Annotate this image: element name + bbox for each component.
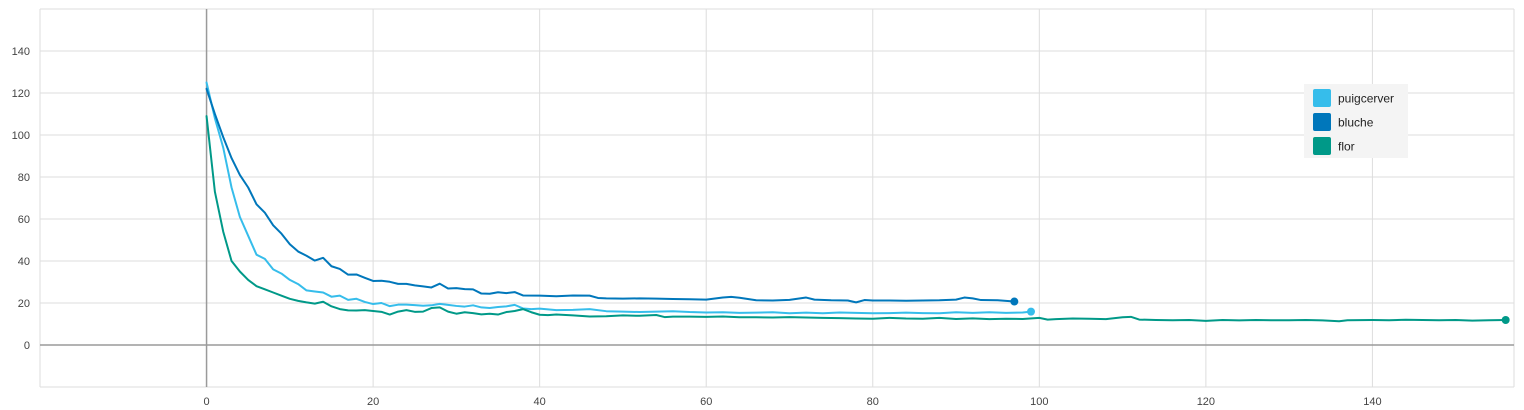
- x-tick-label: 40: [534, 396, 546, 408]
- series-line-flor: [205, 115, 1507, 323]
- legend-swatch-bluche[interactable]: [1313, 113, 1331, 131]
- x-tick-label: 140: [1363, 396, 1381, 408]
- x-tick-label: 120: [1197, 396, 1215, 408]
- y-tick-label: 100: [12, 130, 30, 142]
- y-tick-label: 140: [12, 46, 30, 58]
- series-lines: [205, 81, 1507, 323]
- series-end-point-bluche: [1010, 297, 1019, 306]
- series-line-bluche: [205, 87, 1016, 304]
- tick-labels: 0 20 40 60 80 100 120 140 0 20 40 60 80 100 120 140: [12, 46, 1382, 408]
- y-tick-label: 60: [18, 214, 30, 226]
- legend: puigcerver bluche flor: [1304, 84, 1408, 158]
- series-end-point-puigcerver: [1026, 307, 1035, 316]
- y-tick-label: 20: [18, 298, 30, 310]
- axes: [40, 9, 1514, 387]
- legend-swatch-flor[interactable]: [1313, 137, 1331, 155]
- series-end-markers: [1010, 297, 1510, 325]
- y-tick-label: 120: [12, 88, 30, 100]
- x-tick-label: 60: [700, 396, 712, 408]
- series-end-point-flor: [1501, 316, 1510, 325]
- x-tick-label: 100: [1030, 396, 1048, 408]
- legend-label-bluche[interactable]: bluche: [1338, 116, 1374, 130]
- x-tick-label: 80: [867, 396, 879, 408]
- grid-lines: [39, 8, 1515, 388]
- legend-label-flor[interactable]: flor: [1338, 140, 1355, 154]
- y-tick-label: 0: [24, 340, 30, 352]
- x-tick-label: 0: [203, 396, 209, 408]
- y-tick-label: 80: [18, 172, 30, 184]
- series-line-puigcerver: [205, 81, 1032, 315]
- legend-swatch-puigcerver[interactable]: [1313, 89, 1331, 107]
- y-tick-label: 40: [18, 256, 30, 268]
- x-tick-label: 20: [367, 396, 379, 408]
- legend-label-puigcerver[interactable]: puigcerver: [1338, 92, 1394, 106]
